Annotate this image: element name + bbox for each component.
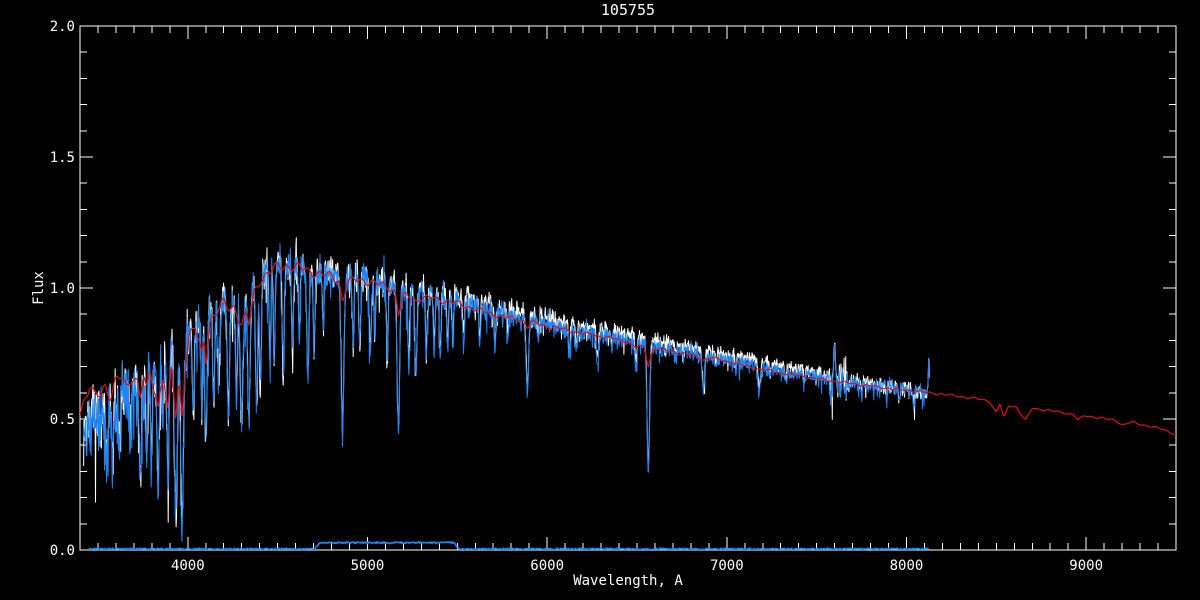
plot-border: [79, 25, 1177, 551]
observed-spectrum-white: [83, 237, 930, 531]
y-tick-label-1.5: 1.5: [50, 150, 75, 166]
x-tick-label-6000: 6000: [530, 558, 564, 574]
chart-title: 105755: [601, 1, 655, 19]
x-tick-label-9000: 9000: [1069, 558, 1103, 574]
x-tick-label-8000: 8000: [890, 558, 924, 574]
y-axis-label: Flux: [31, 271, 47, 305]
observed-spectrum-blue: [83, 243, 930, 542]
x-axis-label: Wavelength, A: [573, 573, 683, 589]
x-tick-label-7000: 7000: [710, 558, 744, 574]
y-tick-label-0.5: 0.5: [50, 412, 75, 428]
y-tick-label-1.0: 1.0: [50, 281, 75, 297]
mask-weight-line: [88, 541, 930, 550]
axes-box: [79, 25, 1177, 551]
template-fit-red: [80, 261, 1176, 435]
series-layer: [80, 237, 1176, 550]
y-tick-label-2.0: 2.0: [50, 19, 75, 35]
y-tick-label-0.0: 0.0: [50, 543, 75, 559]
label-layer: 105755 Wavelength, A Flux 4000 5000 6000 70…: [31, 1, 1103, 589]
x-tick-label-4000: 4000: [171, 558, 205, 574]
x-tick-label-5000: 5000: [351, 558, 385, 574]
